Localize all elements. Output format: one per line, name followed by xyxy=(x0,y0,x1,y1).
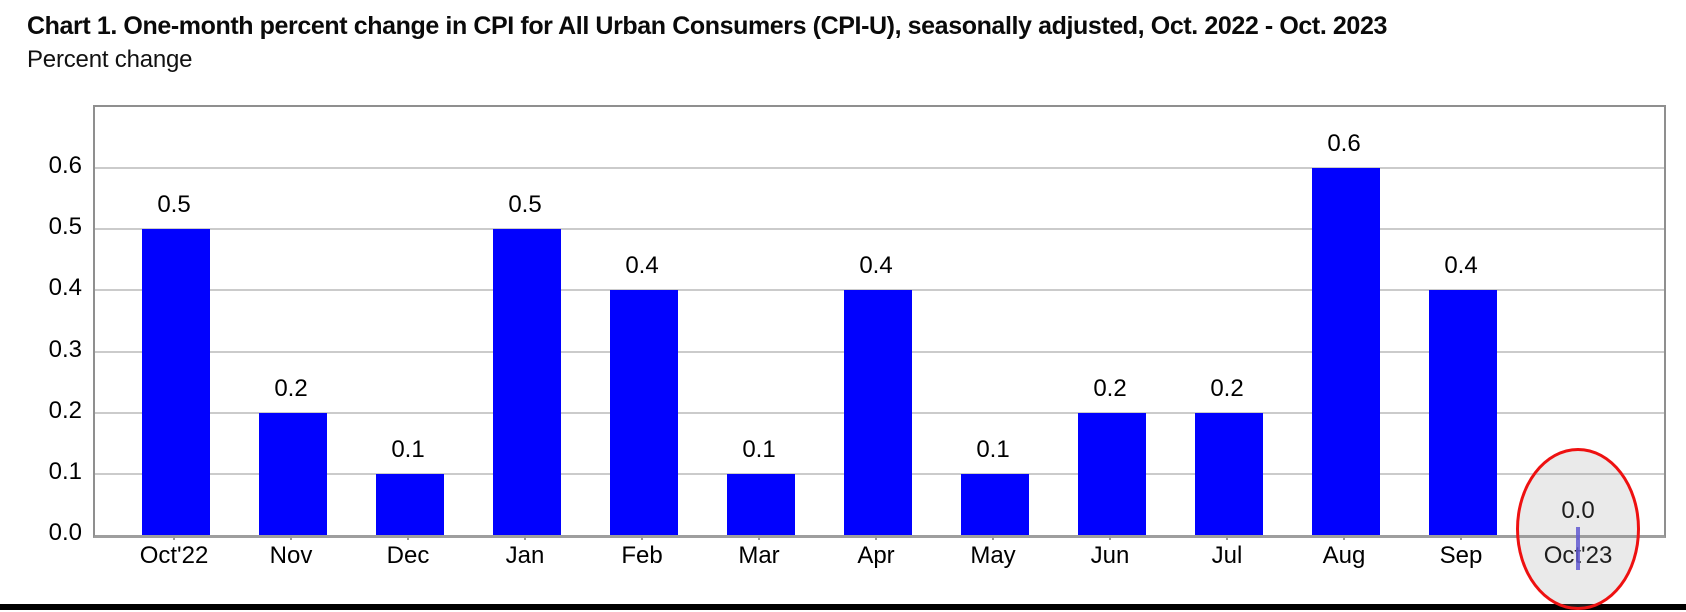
bar-Oct'22 xyxy=(142,229,210,535)
bar-Feb xyxy=(610,290,678,535)
plot-area xyxy=(93,105,1666,538)
y-tick-label-0.5: 0.5 xyxy=(48,213,82,241)
highlight-ellipse-annotation xyxy=(1516,448,1640,610)
x-tick-label-Nov: Nov xyxy=(269,542,313,569)
x-tick-label-Dec: Dec xyxy=(386,542,430,569)
x-tick-label-Oct'22: Oct'22 xyxy=(139,542,209,569)
x-tick-label-May: May xyxy=(970,542,1016,569)
x-axis-tick xyxy=(1343,536,1345,540)
x-axis-tick xyxy=(641,536,643,540)
value-label-Feb: 0.4 xyxy=(625,252,659,279)
gridline-0.5 xyxy=(95,228,1664,231)
bar-Nov xyxy=(259,413,327,535)
value-label-May: 0.1 xyxy=(976,436,1010,463)
bar-Sep xyxy=(1429,290,1497,535)
x-tick-label-Mar: Mar xyxy=(738,542,780,569)
x-axis-tick xyxy=(524,536,526,540)
value-label-Dec: 0.1 xyxy=(391,436,425,463)
y-tick-label-0.4: 0.4 xyxy=(48,274,82,302)
y-tick-label-0.3: 0.3 xyxy=(48,335,82,363)
value-label-Jan: 0.5 xyxy=(508,191,542,218)
chart-title: Chart 1. One-month percent change in CPI… xyxy=(27,12,1387,40)
x-tick-label-Sep: Sep xyxy=(1439,542,1483,569)
bar-Jul xyxy=(1195,413,1263,535)
bar-May xyxy=(961,474,1029,535)
value-label-Jun: 0.2 xyxy=(1093,375,1127,402)
x-axis-tick xyxy=(173,536,175,540)
x-axis-tick xyxy=(758,536,760,540)
chart-y-axis-caption: Percent change xyxy=(27,46,193,73)
bar-Aug xyxy=(1312,168,1380,535)
x-axis-tick xyxy=(1226,536,1228,540)
value-label-Mar: 0.1 xyxy=(742,436,776,463)
x-tick-label-Jun: Jun xyxy=(1090,542,1130,569)
x-tick-label-Aug: Aug xyxy=(1322,542,1366,569)
x-axis-tick xyxy=(1460,536,1462,540)
value-label-Oct'22: 0.5 xyxy=(157,191,191,218)
value-label-Apr: 0.4 xyxy=(859,252,893,279)
bar-Apr xyxy=(844,290,912,535)
value-label-Sep: 0.4 xyxy=(1444,252,1478,279)
bar-Jan xyxy=(493,229,561,535)
bar-Dec xyxy=(376,474,444,535)
gridline-0.6 xyxy=(95,167,1664,170)
x-tick-label-Feb: Feb xyxy=(621,542,663,569)
bar-Mar xyxy=(727,474,795,535)
x-axis-tick xyxy=(875,536,877,540)
x-tick-label-Apr: Apr xyxy=(857,542,895,569)
y-tick-label-0.6: 0.6 xyxy=(48,152,82,180)
x-axis-tick xyxy=(992,536,994,540)
page-divider-rule xyxy=(0,604,1686,610)
y-tick-label-0.0: 0.0 xyxy=(48,519,82,546)
x-axis-tick xyxy=(407,536,409,540)
bar-Jun xyxy=(1078,413,1146,535)
value-label-Nov: 0.2 xyxy=(274,375,308,402)
x-tick-label-Jan: Jan xyxy=(505,542,545,569)
x-axis-tick xyxy=(290,536,292,540)
y-tick-label-0.1: 0.1 xyxy=(48,457,82,485)
value-label-Aug: 0.6 xyxy=(1327,130,1361,157)
x-axis-tick xyxy=(1109,536,1111,540)
x-tick-label-Jul: Jul xyxy=(1211,542,1243,569)
y-tick-label-0.2: 0.2 xyxy=(48,396,82,424)
value-label-Jul: 0.2 xyxy=(1210,375,1244,402)
